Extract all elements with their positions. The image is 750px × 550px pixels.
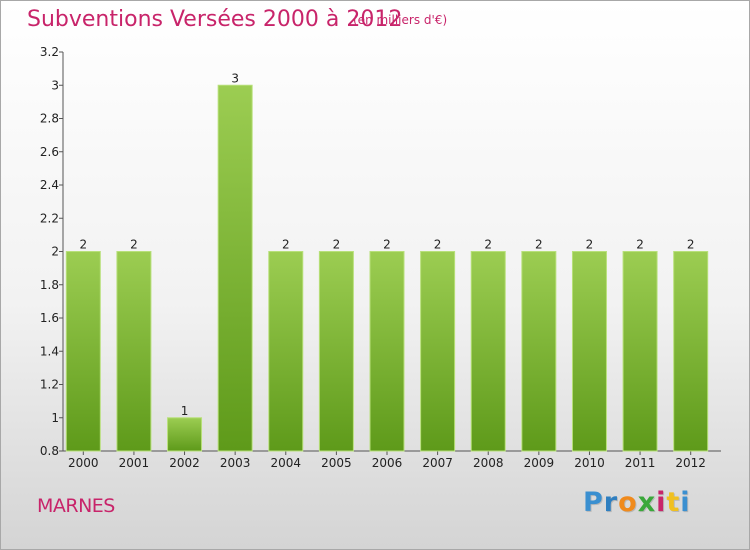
- data-label: 2: [636, 238, 644, 252]
- logo-letter: o: [618, 487, 638, 518]
- data-label: 1: [181, 404, 189, 418]
- y-tick-label: 1.8: [40, 278, 59, 292]
- chart-title: Subventions Versées 2000 à 2012: [27, 7, 403, 32]
- bar: [318, 251, 354, 452]
- y-tick-label: 1.4: [40, 344, 59, 358]
- y-tick-label: 3: [51, 78, 59, 92]
- commune-name: MARNES: [37, 495, 115, 517]
- bar: [369, 251, 405, 452]
- x-tick-label: 2005: [321, 456, 352, 470]
- x-tick-label: 2001: [119, 456, 150, 470]
- x-tick-label: 2008: [473, 456, 504, 470]
- y-tick-label: 2: [51, 245, 59, 259]
- x-tick-label: 2002: [169, 456, 200, 470]
- y-tick-label: 2.4: [40, 178, 59, 192]
- y-tick-label: 2.6: [40, 145, 59, 159]
- x-tick-label: 2000: [68, 456, 99, 470]
- logo-letter: r: [603, 487, 619, 518]
- data-label: 2: [434, 238, 442, 252]
- bar: [420, 251, 456, 452]
- data-label: 2: [687, 238, 695, 252]
- proxiti-logo[interactable]: Proxiti: [583, 487, 691, 518]
- data-labels: 2 2 1 3 2 2 2 2 2 2 2 2 2: [79, 71, 694, 418]
- bar: [571, 251, 607, 452]
- bar: [167, 417, 203, 452]
- bar: [622, 251, 658, 452]
- logo-letter: t: [666, 487, 681, 518]
- bar: [268, 251, 304, 452]
- x-tick-label: 2010: [574, 456, 605, 470]
- logo-letter: i: [656, 487, 667, 518]
- bar: [116, 251, 152, 452]
- x-axis: 2000 2001 2002 2003 2004 2005 2006 2007 2008 2009…: [63, 450, 721, 470]
- bar: [521, 251, 557, 452]
- chart-subtitle: (en milliers d'€): [353, 13, 448, 27]
- x-tick-label: 2003: [220, 456, 251, 470]
- y-tick-label: 1.6: [40, 311, 59, 325]
- logo-letter: i: [680, 487, 691, 518]
- bar: [65, 251, 101, 452]
- data-label: 2: [130, 238, 138, 252]
- data-label: 2: [586, 238, 594, 252]
- x-tick-label: 2004: [270, 456, 301, 470]
- x-tick-label: 2012: [675, 456, 706, 470]
- x-tick-label: 2009: [524, 456, 555, 470]
- bar: [470, 251, 506, 452]
- x-tick-label: 2006: [372, 456, 403, 470]
- data-label: 2: [535, 238, 543, 252]
- y-axis: 0.8 1 1.2 1.4 1.6 1.8 2 2.2 2.4 2.6 2.8 3 3.2: [40, 45, 64, 458]
- data-label: 2: [333, 238, 341, 252]
- bar: [217, 84, 253, 452]
- data-label: 3: [231, 71, 239, 85]
- x-tick-label: 2011: [625, 456, 656, 470]
- y-tick-label: 2.8: [40, 112, 59, 126]
- logo-letter: P: [583, 487, 604, 518]
- y-tick-label: 0.8: [40, 444, 59, 458]
- x-tick-label: 2007: [422, 456, 453, 470]
- data-label: 2: [79, 238, 87, 252]
- bar: [673, 251, 709, 452]
- y-tick-label: 2.2: [40, 211, 59, 225]
- y-tick-label: 3.2: [40, 45, 59, 59]
- logo-letter: x: [637, 487, 657, 518]
- data-label: 2: [383, 238, 391, 252]
- bars: [65, 84, 709, 452]
- data-label: 2: [484, 238, 492, 252]
- y-tick-label: 1.2: [40, 378, 59, 392]
- y-tick-label: 1: [51, 411, 59, 425]
- data-label: 2: [282, 238, 290, 252]
